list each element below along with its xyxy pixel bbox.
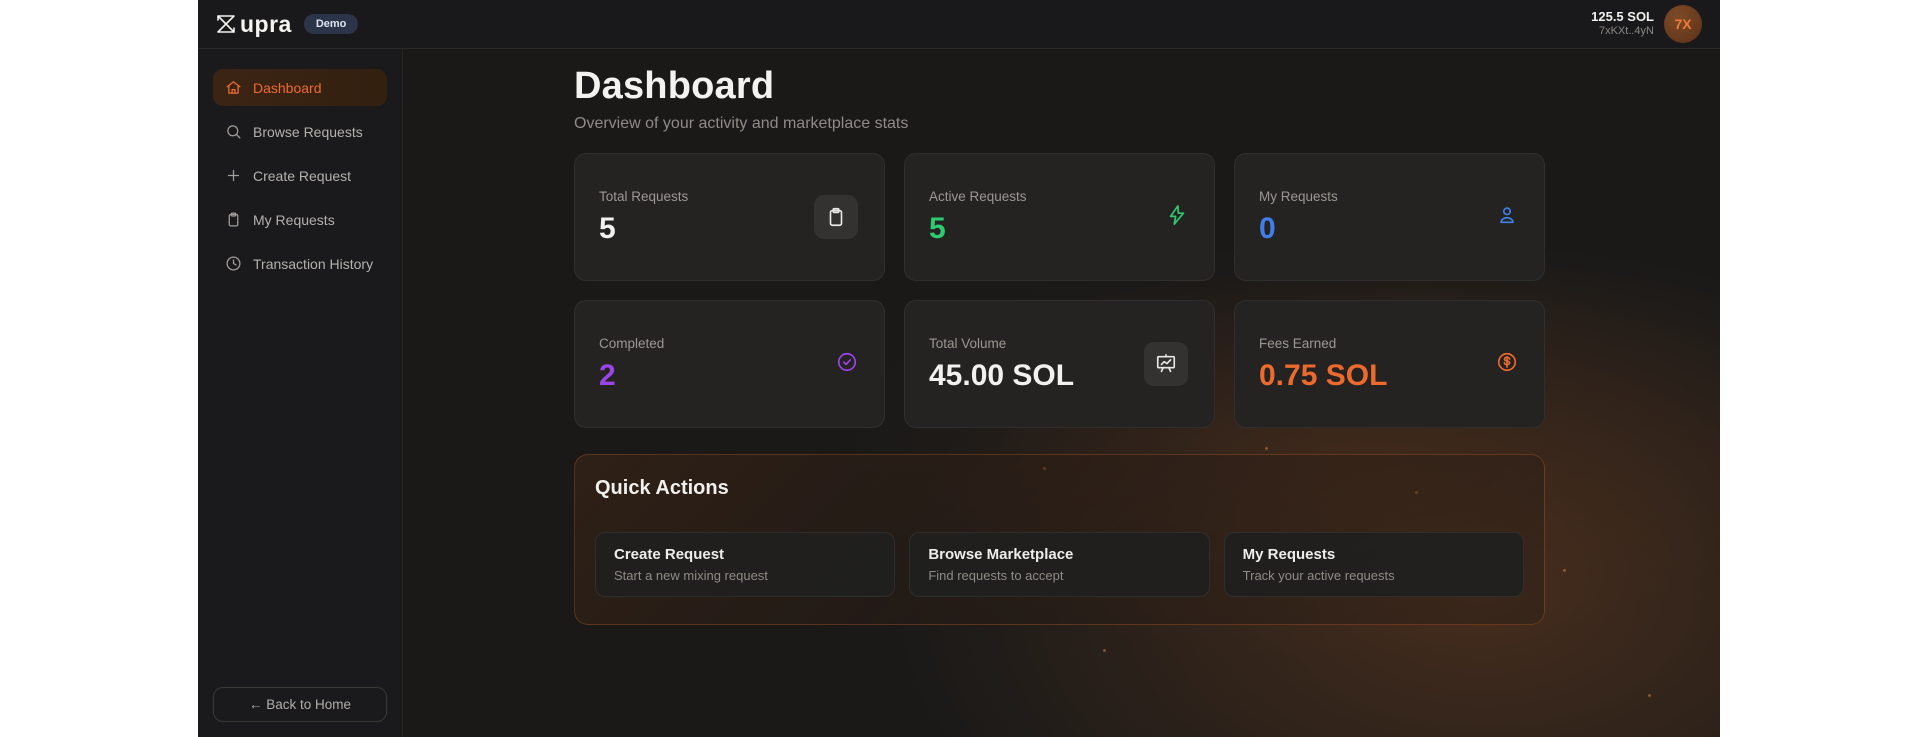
- quick-action-title: My Requests: [1242, 546, 1336, 563]
- search-icon: [227, 125, 241, 139]
- stat-card-total-volume: Total Volume 45.00 SOL: [904, 300, 1215, 428]
- stat-label: Total Requests: [599, 188, 689, 204]
- demo-badge: Demo: [303, 14, 359, 34]
- stat-label: Completed: [599, 335, 665, 351]
- stat-label: My Requests: [1259, 188, 1338, 204]
- stat-card-my-requests: My Requests 0: [1234, 153, 1545, 281]
- logo-text: upra: [240, 10, 292, 37]
- sidebar-item-label: Browse Requests: [253, 123, 363, 140]
- sidebar-item-dashboard[interactable]: Dashboard: [213, 69, 387, 106]
- wallet-balance: 125.5 SOL: [1591, 9, 1654, 24]
- stat-card-completed: Completed 2: [574, 300, 885, 428]
- quick-action-subtitle: Track your active requests: [1242, 568, 1395, 583]
- stat-card-fees-earned: Fees Earned 0.75 SOL: [1234, 300, 1545, 428]
- quick-action-title: Create Request: [614, 546, 725, 563]
- stat-value: 0.75 SOL: [1259, 358, 1388, 392]
- main-content: Dashboard Overview of your activity and …: [403, 49, 1720, 737]
- dollar-circle-icon: [1496, 351, 1518, 378]
- home-icon: [226, 81, 241, 94]
- sidebar-item-create-request[interactable]: Create Request: [213, 157, 387, 194]
- logo-z-icon: [217, 15, 235, 33]
- quick-actions-panel: Quick Actions Create Request Start a new…: [574, 454, 1545, 625]
- zupra-logo: upra: [214, 11, 292, 38]
- app-window: upra Demo 125.5 SOL 7xKXt..4yN 7X Dashbo…: [198, 0, 1720, 737]
- sidebar: Dashboard Browse Requests Create Request…: [198, 49, 403, 737]
- stat-value: 2: [599, 358, 616, 392]
- quick-action-subtitle: Start a new mixing request: [614, 568, 768, 583]
- back-to-home-button[interactable]: ← Back to Home: [213, 687, 387, 722]
- user-icon: [1496, 204, 1518, 231]
- wallet-chip: 125.5 SOL 7xKXt..4yN 7X: [1591, 5, 1702, 43]
- chart-board-icon: [1144, 342, 1188, 386]
- quick-action-subtitle: Find requests to accept: [928, 568, 1064, 583]
- sidebar-item-label: My Requests: [253, 211, 335, 228]
- page-subtitle: Overview of your activity and marketplac…: [574, 115, 909, 132]
- quick-actions-grid: Create Request Start a new mixing reques…: [595, 532, 1524, 597]
- wallet-address: 7xKXt..4yN: [1598, 25, 1654, 38]
- quick-action-title: Browse Marketplace: [928, 546, 1074, 563]
- bg-speck: [1265, 447, 1268, 450]
- sidebar-item-label: Transaction History: [253, 255, 374, 272]
- check-circle-icon: [836, 351, 858, 378]
- quick-action-browse-marketplace[interactable]: Browse Marketplace Find requests to acce…: [909, 532, 1210, 597]
- clipboard-icon: [814, 195, 858, 239]
- stat-label: Active Requests: [929, 188, 1027, 204]
- stat-card-active-requests: Active Requests 5: [904, 153, 1215, 281]
- bg-speck: [1103, 649, 1106, 652]
- sidebar-item-browse-requests[interactable]: Browse Requests: [213, 113, 387, 150]
- stat-value: 45.00 SOL: [929, 358, 1075, 392]
- sidebar-item-transaction-history[interactable]: Transaction History: [213, 245, 387, 282]
- quick-action-create-request[interactable]: Create Request Start a new mixing reques…: [595, 532, 896, 597]
- stat-value: 5: [929, 211, 946, 245]
- wallet-meta: 125.5 SOL 7xKXt..4yN: [1591, 9, 1654, 39]
- quick-actions-title: Quick Actions: [595, 477, 729, 499]
- stat-value: 0: [1259, 211, 1276, 245]
- brand[interactable]: upra Demo: [214, 11, 359, 38]
- clock-icon: [226, 256, 241, 271]
- stat-card-total-requests: Total Requests 5: [574, 153, 885, 281]
- stats-grid: Total Requests 5 Active Requests 5: [574, 153, 1545, 428]
- stat-value: 5: [599, 211, 616, 245]
- stat-label: Fees Earned: [1259, 335, 1337, 351]
- sidebar-item-label: Create Request: [253, 167, 352, 184]
- top-header: upra Demo 125.5 SOL 7xKXt..4yN 7X: [198, 0, 1720, 49]
- clipboard-icon: [228, 212, 239, 227]
- bg-speck: [1563, 569, 1566, 572]
- quick-action-my-requests[interactable]: My Requests Track your active requests: [1223, 532, 1524, 597]
- lightning-icon: [1166, 204, 1188, 231]
- avatar[interactable]: 7X: [1664, 5, 1702, 43]
- page-title: Dashboard: [574, 65, 775, 107]
- bg-speck: [1648, 694, 1651, 697]
- plus-icon: [227, 169, 240, 182]
- sidebar-item-label: Dashboard: [253, 79, 322, 96]
- stat-label: Total Volume: [929, 335, 1007, 351]
- sidebar-item-my-requests[interactable]: My Requests: [213, 201, 387, 238]
